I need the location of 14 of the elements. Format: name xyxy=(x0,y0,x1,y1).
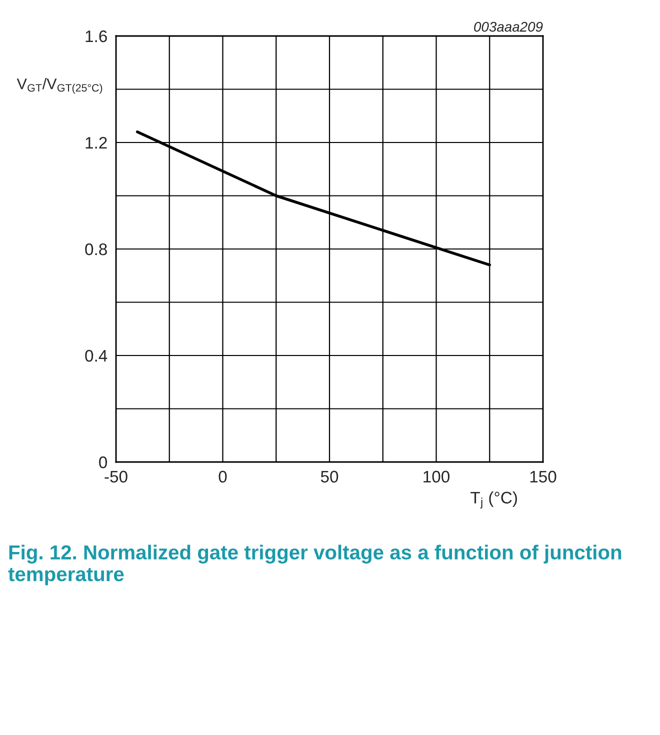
y-tick-label: 1.2 xyxy=(86,136,107,149)
y-tick-label: 0 xyxy=(99,456,108,468)
text: 003aaa209 xyxy=(474,22,543,32)
y-tick-label: 1.6 xyxy=(86,30,107,42)
x-axis-title: T$_{j}$ (°C) xyxy=(470,491,517,508)
y-tick-label: 0.4 xyxy=(85,350,108,362)
y-tick-label: 0.8 xyxy=(85,243,107,256)
x-tick-label: 150 xyxy=(530,470,556,483)
x-tick-label: 50 xyxy=(320,470,338,483)
x-tick-label: -50 xyxy=(104,470,128,483)
text: Fig. 12. Normalized gate trigger voltage as a function of junction temperature xyxy=(8,544,622,586)
x-tick-label: 100 xyxy=(424,470,450,483)
x-tick-label: 0 xyxy=(218,470,227,483)
y-axis-title: V$_{GT}$/V$_{GT(25°C)}$ xyxy=(16,78,102,94)
